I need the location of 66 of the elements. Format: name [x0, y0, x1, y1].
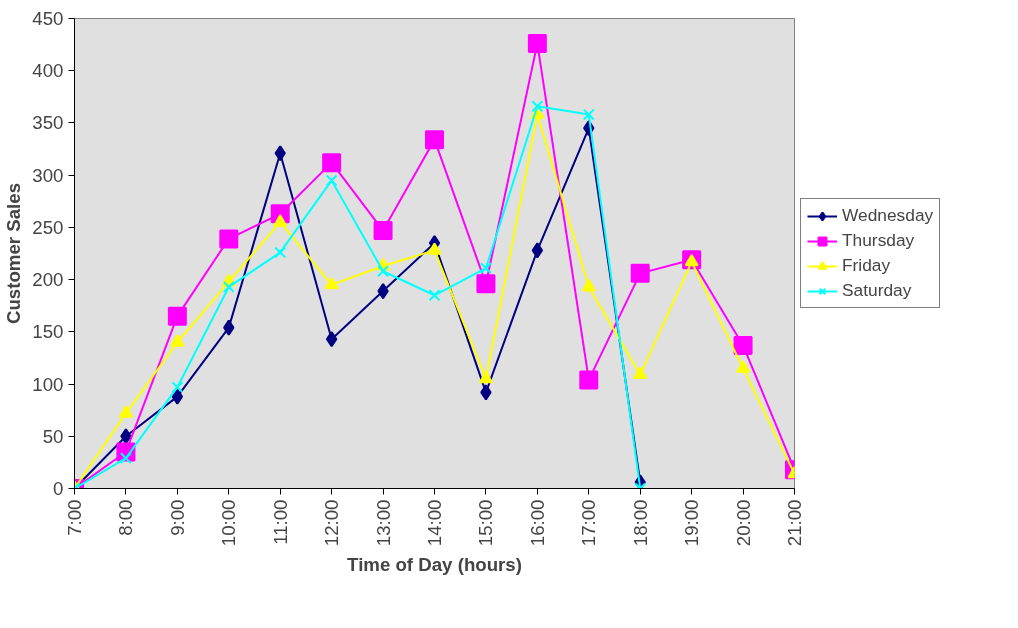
x-tick-label: 17:00	[578, 499, 600, 547]
x-tick-label: 7:00	[64, 499, 85, 536]
x-axis-title: Time of Day (hours)	[347, 554, 522, 576]
x-tick-label: 13:00	[372, 499, 394, 547]
y-tick-label: 200	[32, 269, 64, 291]
y-tick-label: 250	[32, 216, 64, 238]
point	[425, 130, 444, 150]
point	[373, 221, 393, 241]
x-tick-label: 14:00	[424, 499, 445, 547]
point	[171, 388, 184, 405]
point	[527, 34, 547, 54]
x-tick-label: 11:00	[269, 499, 291, 545]
point	[274, 145, 286, 162]
point	[428, 289, 441, 302]
point	[531, 100, 544, 113]
point	[630, 263, 650, 283]
point	[325, 331, 338, 348]
point	[480, 384, 492, 401]
point	[579, 370, 599, 390]
point	[733, 335, 753, 355]
y-tick-label: 150	[32, 321, 64, 343]
legend-label: Friday	[842, 255, 891, 276]
point	[324, 276, 339, 290]
x-tick-label: 20:00	[732, 499, 754, 547]
point	[219, 229, 239, 249]
x-tick-label: 9:00	[166, 499, 188, 536]
point	[531, 242, 544, 259]
y-tick-label: 50	[42, 425, 64, 447]
point	[171, 381, 184, 394]
y-axis-title: Customer Sales	[3, 182, 25, 325]
point	[377, 265, 390, 278]
point	[223, 319, 235, 336]
x-tick-label: 21:00	[784, 499, 805, 547]
point	[478, 370, 493, 384]
point	[222, 280, 235, 293]
x-tick-label: 18:00	[629, 499, 651, 547]
y-tick-label: 0	[53, 478, 64, 499]
point	[581, 278, 596, 292]
legend-label: Wednesday	[842, 205, 934, 226]
y-tick-label: 450	[32, 8, 64, 29]
x-tick-label: 16:00	[526, 499, 548, 547]
y-tick-label: 300	[32, 164, 64, 186]
point	[118, 405, 133, 418]
point	[322, 153, 342, 173]
legend-label: Saturday	[842, 280, 912, 301]
x-tick-label: 12:00	[321, 499, 343, 547]
y-tick-label: 400	[32, 60, 64, 82]
point	[170, 334, 185, 347]
point	[476, 274, 496, 294]
y-tick-label: 100	[32, 373, 64, 395]
x-tick-label: 15:00	[475, 499, 497, 547]
y-tick-label: 350	[32, 112, 64, 134]
legend-label: Thursday	[842, 230, 915, 251]
point	[427, 242, 442, 255]
point	[377, 283, 389, 300]
point	[274, 246, 287, 259]
point	[479, 262, 492, 275]
point	[633, 366, 648, 380]
point	[325, 174, 338, 187]
x-tick-label: 19:00	[681, 499, 703, 547]
point	[736, 360, 751, 373]
x-tick-label: 8:00	[115, 499, 137, 536]
point	[120, 428, 132, 445]
x-tick-label: 10:00	[218, 499, 240, 547]
point	[167, 306, 187, 326]
point	[582, 108, 595, 121]
